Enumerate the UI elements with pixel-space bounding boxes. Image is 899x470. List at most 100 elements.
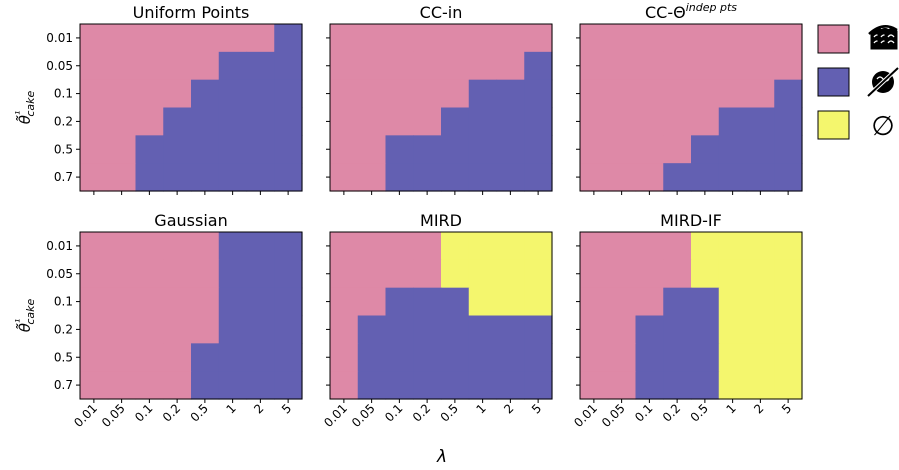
heatmap-cell	[413, 135, 442, 164]
heatmap-cell	[80, 107, 109, 136]
heatmap-cell	[468, 135, 498, 164]
heatmap-cell	[635, 259, 664, 289]
x-tick-label: 2	[251, 401, 266, 416]
x-tick-label: 1	[723, 401, 738, 416]
heatmap-cell	[607, 259, 637, 289]
heatmap-cell	[691, 24, 720, 53]
heatmap-cell	[635, 287, 664, 317]
heatmap-cell	[163, 343, 192, 372]
heatmap-cell	[274, 259, 303, 289]
heatmap-cell	[663, 24, 692, 53]
heatmap-cell	[246, 315, 275, 344]
heatmap-cell	[496, 259, 525, 289]
heatmap-cell	[357, 232, 387, 261]
heatmap-cell	[191, 79, 220, 109]
heatmap-cell	[774, 232, 803, 261]
heatmap-cell	[607, 107, 637, 136]
heatmap-cell	[635, 24, 664, 53]
heatmap-cell	[663, 259, 692, 289]
heatmap-cell	[330, 163, 359, 192]
heatmap-cell	[357, 315, 387, 344]
heatmap-panel: CC-Θindep pts	[576, 1, 803, 195]
heatmap-cell	[580, 315, 609, 344]
heatmap-cell	[80, 371, 109, 400]
heatmap-cell	[107, 24, 137, 53]
heatmap-cell	[496, 232, 525, 261]
heatmap-cell	[330, 259, 359, 289]
heatmap-cell	[413, 79, 442, 109]
heatmap-cell	[218, 107, 248, 136]
heatmap-cell	[163, 232, 192, 261]
heatmap-cell	[607, 163, 637, 192]
heatmap-cell	[163, 135, 192, 164]
heatmap-cell	[774, 315, 803, 344]
heatmap-cell	[135, 315, 164, 344]
heatmap-cell	[191, 315, 220, 344]
heatmap-cell	[468, 107, 498, 136]
panel-title: CC-Θindep pts	[645, 1, 737, 22]
heatmap-cell	[468, 315, 498, 344]
heatmap-cell	[468, 163, 498, 192]
heatmap-cell	[274, 24, 303, 53]
heatmap-cell	[635, 135, 664, 164]
heatmap-cell	[274, 232, 303, 261]
heatmap-cell	[413, 232, 442, 261]
heatmap-cell	[80, 24, 109, 53]
heatmap-panel: Uniform Points 0.01 0.05 0.1 0.2 0.5 0.7	[46, 3, 303, 195]
heatmap-cell	[330, 51, 359, 81]
x-tick-label: 0.2	[160, 401, 183, 424]
heatmap-cell	[274, 287, 303, 317]
y-tick-label: 0.01	[46, 239, 73, 253]
heatmap-cell	[357, 79, 387, 109]
heatmap-cell	[607, 79, 637, 109]
heatmap-cell	[385, 259, 414, 289]
heatmap-cell	[635, 315, 664, 344]
x-tick-label: 2	[501, 401, 516, 416]
heatmap-cell	[135, 259, 164, 289]
heatmap-cell	[635, 107, 664, 136]
heatmap-cell	[385, 107, 414, 136]
heatmap-cell	[496, 107, 525, 136]
heatmap-cell	[441, 107, 470, 136]
heatmap-cell	[441, 51, 470, 81]
heatmap-cell	[274, 371, 303, 400]
heatmap-cell	[246, 343, 275, 372]
heatmap-cell	[441, 343, 470, 372]
heatmap-cell	[218, 79, 248, 109]
heatmap-cell	[441, 315, 470, 344]
x-tick-label: 0.1	[382, 401, 405, 424]
heatmap-cell	[191, 371, 220, 400]
heatmap-cell	[330, 79, 359, 109]
heatmap-cell	[135, 343, 164, 372]
heatmap-cell	[663, 51, 692, 81]
x-tick-label: 1	[223, 401, 238, 416]
heatmap-cell	[163, 24, 192, 53]
heatmap-cell	[80, 135, 109, 164]
heatmap-cell	[774, 371, 803, 400]
heatmap-cell	[580, 163, 609, 192]
heatmap-cell	[274, 135, 303, 164]
heatmap-cell	[635, 163, 664, 192]
heatmap-cell	[218, 287, 248, 317]
heatmap-cell	[107, 51, 137, 81]
heatmap-cell	[413, 24, 442, 53]
heatmap-cell	[385, 315, 414, 344]
heatmap-cell	[663, 287, 692, 317]
heatmap-cell	[607, 287, 637, 317]
heatmap-cell	[607, 315, 637, 344]
heatmap-cell	[218, 163, 248, 192]
heatmap-cell	[385, 24, 414, 53]
heatmap-cell	[163, 107, 192, 136]
heatmap-cell	[357, 135, 387, 164]
heatmap-cell	[718, 232, 748, 261]
heatmap-cell	[80, 163, 109, 192]
heatmap-cell	[774, 259, 803, 289]
heatmap-cell	[774, 24, 803, 53]
heatmap-cell	[746, 24, 775, 53]
heatmap-cell	[80, 315, 109, 344]
x-tick-label: 0.01	[321, 401, 350, 430]
heatmap-cell	[80, 343, 109, 372]
heatmap-cell	[191, 343, 220, 372]
heatmap-cell	[663, 135, 692, 164]
heatmap-cell	[524, 24, 553, 53]
